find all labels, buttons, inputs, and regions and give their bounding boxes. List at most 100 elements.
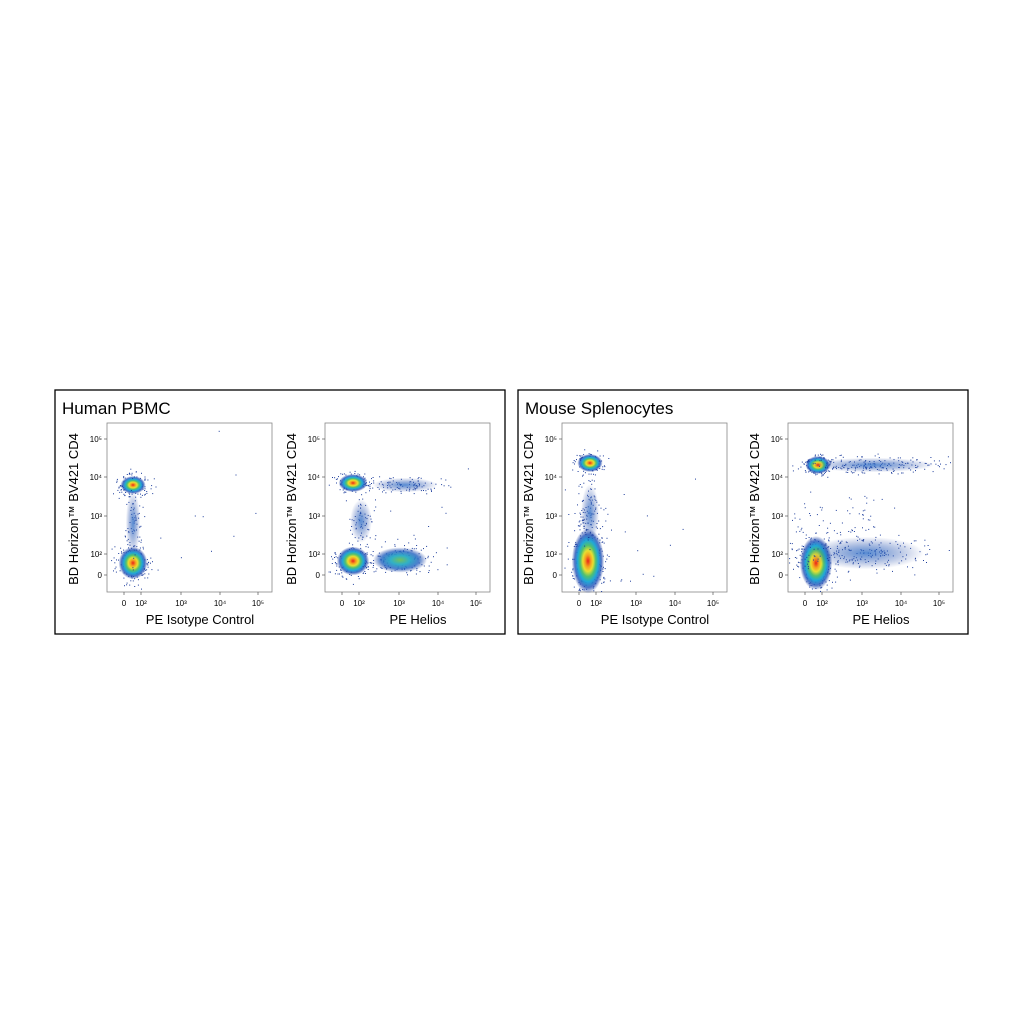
event-dot xyxy=(450,486,452,488)
x-axis-label: PE Helios xyxy=(389,612,447,627)
event-dot xyxy=(792,519,793,521)
event-dot xyxy=(603,577,605,579)
x-tick-label: 0 xyxy=(340,599,345,608)
plot-frame xyxy=(787,422,954,593)
event-dot xyxy=(864,495,866,497)
event-dot xyxy=(897,543,899,545)
density-blob xyxy=(118,546,148,580)
event-dot xyxy=(597,450,599,452)
event-dot xyxy=(433,556,434,558)
event-dot xyxy=(820,459,822,461)
event-dot xyxy=(330,571,331,573)
event-dot xyxy=(372,551,374,552)
event-dot xyxy=(357,473,359,475)
event-dot xyxy=(146,569,148,571)
event-dot xyxy=(367,569,369,570)
event-dot xyxy=(119,570,121,572)
event-dot xyxy=(815,532,817,534)
event-dot xyxy=(147,566,149,568)
event-dot xyxy=(144,479,146,481)
event-dot xyxy=(574,513,576,514)
event-dot xyxy=(142,548,144,550)
event-dot xyxy=(827,470,829,472)
event-dot xyxy=(572,578,574,579)
event-dot xyxy=(467,468,469,470)
event-dot xyxy=(852,530,853,532)
event-dot xyxy=(815,474,817,476)
event-dot xyxy=(804,565,806,567)
event-dot xyxy=(390,510,392,512)
event-dot xyxy=(131,472,133,474)
event-dot xyxy=(414,538,416,540)
event-dot xyxy=(604,466,606,468)
event-dot xyxy=(605,561,607,563)
event-dot xyxy=(351,533,353,535)
event-dot xyxy=(891,472,893,474)
event-dot xyxy=(115,571,117,573)
event-dot xyxy=(366,552,368,554)
event-dot xyxy=(446,547,448,549)
event-dot xyxy=(902,472,904,474)
x-tick-label: 10⁵ xyxy=(252,599,264,608)
event-dot xyxy=(805,461,807,463)
event-dot xyxy=(789,558,791,560)
event-dot xyxy=(826,532,828,534)
y-tick-label: 0 xyxy=(553,571,558,580)
event-dot xyxy=(822,474,824,476)
event-dot xyxy=(371,478,372,480)
event-dot xyxy=(794,557,796,558)
event-dot xyxy=(588,453,590,455)
event-dot xyxy=(413,534,415,536)
event-dot xyxy=(579,525,581,527)
event-dot xyxy=(130,468,132,470)
event-dot xyxy=(144,493,146,495)
event-dot xyxy=(897,457,899,459)
event-dot xyxy=(115,566,117,568)
event-dot xyxy=(603,509,605,511)
event-dot xyxy=(371,483,372,484)
event-dot xyxy=(802,553,804,555)
event-dot xyxy=(413,493,415,495)
event-dot xyxy=(437,569,439,571)
event-dot xyxy=(141,472,142,474)
x-tick-label: 10⁵ xyxy=(707,599,719,608)
density-cloud xyxy=(789,453,951,592)
event-dot xyxy=(877,453,879,455)
event-dot xyxy=(602,541,604,543)
event-dot xyxy=(131,474,133,476)
event-dot xyxy=(799,530,801,532)
event-dot xyxy=(440,478,442,480)
event-dot xyxy=(853,531,855,532)
event-dot xyxy=(839,455,841,456)
event-dot xyxy=(869,519,871,521)
event-dot xyxy=(808,460,810,462)
event-dot xyxy=(930,457,932,458)
event-dot xyxy=(389,567,391,569)
x-tick-label: 10² xyxy=(816,599,828,608)
event-dot xyxy=(876,569,878,571)
event-dot xyxy=(568,542,570,543)
event-dot xyxy=(604,568,606,570)
event-dot xyxy=(580,513,582,515)
x-tick-label: 10³ xyxy=(393,599,405,608)
event-dot xyxy=(582,475,583,477)
event-dot xyxy=(118,553,120,554)
event-dot xyxy=(445,512,447,514)
event-dot xyxy=(441,484,443,486)
event-dot xyxy=(132,478,134,480)
event-dot xyxy=(584,545,586,547)
event-dot xyxy=(797,526,799,528)
event-dot xyxy=(118,559,119,561)
event-dot xyxy=(861,456,863,458)
event-dot xyxy=(580,523,582,525)
event-dot xyxy=(805,471,807,473)
event-dot xyxy=(335,478,337,480)
event-dot xyxy=(150,562,151,564)
event-dot xyxy=(372,477,374,478)
event-dot xyxy=(856,535,858,537)
event-dot xyxy=(831,587,833,589)
event-dot xyxy=(912,567,914,569)
event-dot xyxy=(608,556,610,557)
event-dot xyxy=(369,537,371,539)
event-dot xyxy=(907,566,908,568)
